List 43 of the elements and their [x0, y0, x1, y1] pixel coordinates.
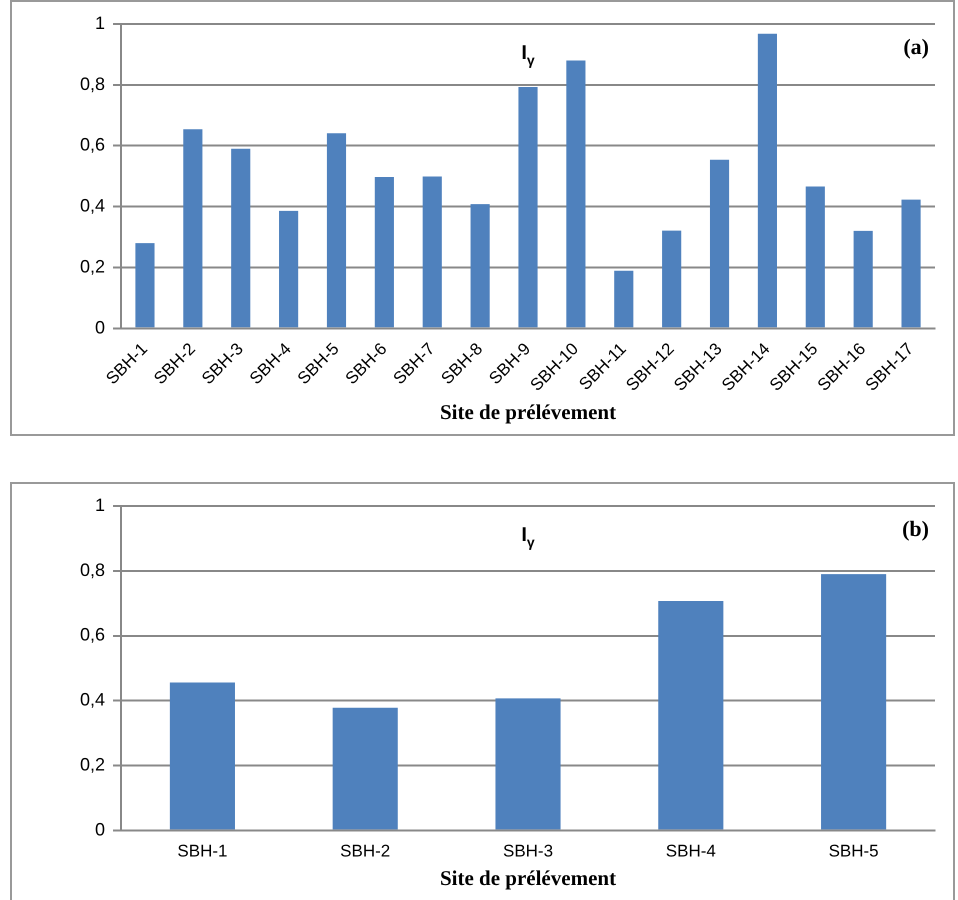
y-tick-label: 0,6 [80, 624, 106, 645]
bar [710, 160, 730, 328]
x-tick-label: SBH-2 [340, 841, 390, 860]
y-tick-label: 0 [95, 819, 106, 840]
bar [332, 708, 398, 830]
bar [170, 682, 235, 830]
bar [135, 243, 155, 328]
bar [374, 177, 394, 328]
bar [279, 210, 298, 328]
y-tick-label: 0,4 [80, 690, 106, 710]
y-tick-label: 0 [95, 317, 106, 338]
y-tick-label: 0,2 [80, 754, 106, 774]
bar [183, 129, 202, 328]
bar [566, 60, 586, 328]
bar [231, 148, 250, 328]
bar [901, 200, 921, 328]
bar [758, 34, 777, 328]
bar [662, 230, 682, 328]
bar [422, 176, 442, 328]
x-tick-label: SBH-3 [502, 841, 554, 860]
y-tick-label: 1 [95, 12, 106, 33]
annotation: (a) [903, 34, 929, 59]
bar [518, 86, 538, 328]
y-tick-label: 0,8 [80, 560, 106, 580]
bar [658, 601, 724, 830]
bar [806, 186, 825, 328]
y-tick-label: 0,6 [80, 134, 106, 155]
bar [470, 204, 490, 328]
y-tick-label: 1 [95, 494, 106, 515]
bar [821, 574, 886, 830]
x-tick-label: SBH-4 [666, 841, 716, 860]
x-axis-title: Site de prélévement [440, 400, 616, 424]
y-tick-label: 0,2 [80, 256, 106, 276]
x-tick-label: SBH-5 [828, 841, 879, 860]
y-tick-label: 0,8 [80, 74, 106, 94]
bar [854, 230, 873, 328]
bar [326, 133, 346, 328]
bar [614, 270, 634, 328]
x-axis-title: Site de prélévement [440, 866, 616, 890]
y-tick-label: 0,4 [80, 196, 106, 216]
x-tick-label: SBH-1 [177, 841, 228, 860]
annotation: (b) [902, 516, 929, 541]
bar [495, 698, 561, 830]
